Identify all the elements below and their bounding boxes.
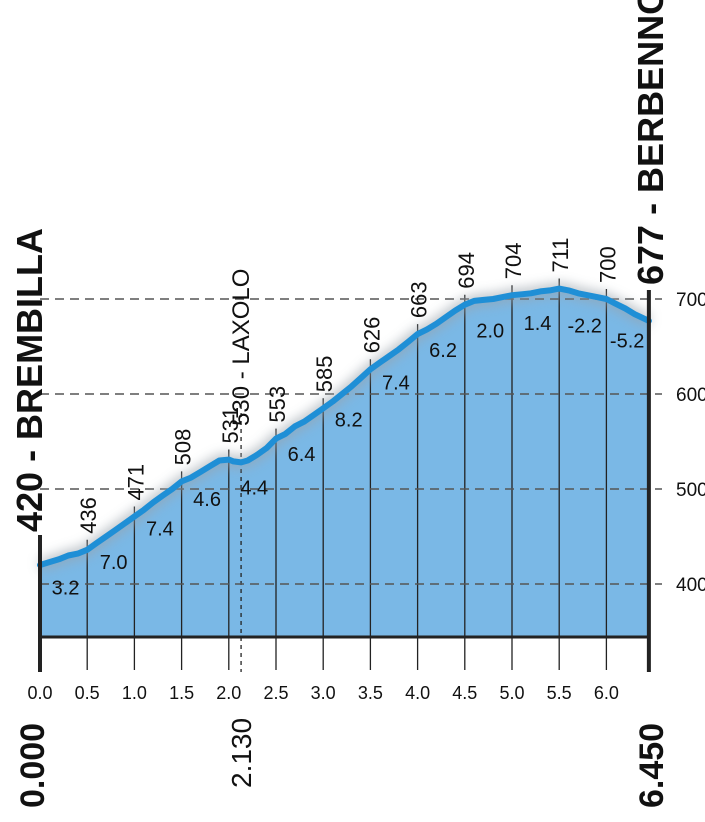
elevation-label: 700: [595, 246, 620, 283]
elevation-label: 626: [359, 317, 384, 354]
x-tick-label: 3.0: [311, 683, 336, 703]
waypoint-start-km: 0.000: [14, 723, 52, 808]
x-tick-label: 6.0: [594, 683, 619, 703]
gradient-label: 4.6: [193, 489, 221, 511]
gradient-label: 7.0: [100, 552, 128, 574]
waypoint-start-name: 420 - BREMBILLA: [9, 228, 50, 532]
x-tick-label: 1.0: [122, 683, 147, 703]
waypoint-end-name: 677 - BERBENNO: [630, 0, 671, 285]
x-tick-label: 5.5: [547, 683, 572, 703]
x-tick-label: 1.5: [169, 683, 194, 703]
x-tick-label: 2.0: [216, 683, 241, 703]
elevation-label: 531: [218, 407, 243, 444]
gradient-label: -2.2: [567, 316, 601, 338]
elevation-area: [40, 288, 649, 637]
x-tick-label: 0.5: [75, 683, 100, 703]
gradient-label: 1.4: [524, 313, 552, 335]
elevation-label: 663: [407, 281, 432, 318]
gradient-label: 8.2: [335, 410, 363, 432]
gradient-label: 6.4: [288, 444, 316, 466]
y-tick-label: 600: [676, 385, 705, 406]
x-tick-label: 4.0: [405, 683, 430, 703]
gradient-label: 2.0: [476, 320, 504, 342]
profile-line: [37, 285, 652, 568]
y-tick-label: 400: [676, 575, 705, 596]
elevation-label: 585: [312, 356, 337, 393]
y-tick-label: 700: [676, 290, 705, 311]
elevation-label: 711: [548, 237, 573, 272]
waypoint-mid-name: 530 - LAXOLO: [228, 269, 255, 426]
elevation-label: 694: [454, 252, 479, 289]
gradient-label: 7.4: [146, 519, 174, 541]
x-tick-label: 0.0: [27, 683, 52, 703]
elevation-label: 553: [265, 386, 290, 423]
gradient-label: -5.2: [610, 331, 644, 353]
x-tick-label: 5.0: [499, 683, 524, 703]
gradient-label: 7.4: [382, 372, 410, 394]
waypoint-mid-km: 2.130: [226, 718, 257, 788]
x-tick-label: 2.5: [263, 683, 288, 703]
gradient-label: 6.2: [429, 340, 457, 362]
x-tick-label: 3.5: [358, 683, 383, 703]
elevation-label: 508: [171, 429, 196, 466]
gradient-label: 3.2: [52, 578, 80, 600]
x-tick-label: 4.5: [452, 683, 477, 703]
elevation-label: 704: [501, 242, 526, 279]
elevation-label: 436: [76, 497, 101, 534]
y-tick-label: 500: [676, 480, 705, 501]
gradient-label: 4.4: [240, 478, 268, 500]
elevation-label: 471: [123, 464, 148, 501]
waypoint-end-km: 6.450: [633, 723, 671, 808]
